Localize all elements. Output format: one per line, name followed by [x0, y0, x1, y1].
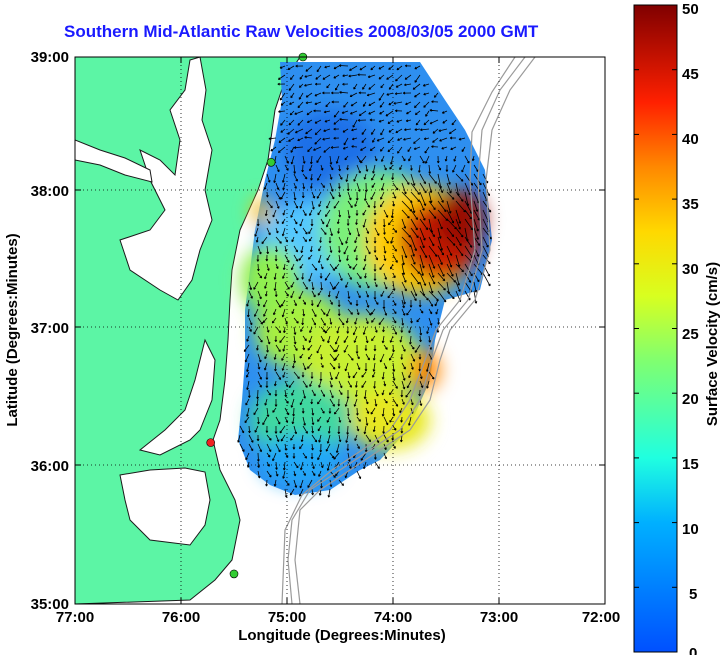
x-tick-label: 73:00: [480, 609, 518, 626]
grid-lines: [75, 57, 605, 604]
x-axis-label: Longitude (Degrees:Minutes): [238, 627, 446, 644]
colorbar-tick-label: 35: [682, 196, 699, 213]
x-tick-label: 76:00: [162, 609, 200, 626]
bathymetry-contours: [281, 57, 536, 604]
x-tick-label: 74:00: [374, 609, 412, 626]
colorbar-tick-label: 20: [682, 391, 699, 408]
pamlico-sound: [119, 467, 211, 546]
y-tick-label: 36:00: [31, 458, 69, 475]
colorbar-tick-label: 0: [689, 645, 697, 655]
radar-site-marker: [229, 569, 239, 579]
land-mass: [75, 57, 301, 604]
velocity-field: [237, 62, 492, 498]
plot-frame: [74, 56, 606, 605]
colorbar-tick-label: 5: [689, 586, 697, 603]
colorbar-tick-label: 15: [682, 456, 699, 473]
colorbar-tick-label: 40: [682, 131, 699, 148]
colorbar-tick-label: 30: [682, 261, 699, 278]
y-tick-label: 39:00: [31, 49, 69, 66]
y-tick-label: 35:00: [31, 596, 69, 613]
colorbar-gradient: [633, 4, 678, 653]
y-tick-label: 37:00: [31, 320, 69, 337]
colorbar-tick-label: 25: [682, 326, 699, 343]
chesapeake-bay: [119, 57, 213, 301]
radar-site-marker: [266, 157, 276, 167]
sound-water: [138, 338, 216, 456]
velocity-arrows: [237, 64, 492, 498]
x-tick-label: 77:00: [56, 609, 94, 626]
map-title: Southern Mid-Atlantic Raw Velocities 200…: [64, 22, 539, 41]
y-axis-label: Latitude (Degrees:Minutes): [4, 233, 21, 426]
y-tick-label: 38:00: [31, 183, 69, 200]
colorbar-label: Surface Velocity (cm/s): [704, 262, 721, 426]
x-tick-label: 75:00: [268, 609, 306, 626]
potomac-river: [75, 139, 153, 183]
colorbar-tick-label: 45: [682, 66, 699, 83]
radar-site-marker: [206, 438, 215, 447]
colorbar-tick-label: 50: [682, 4, 699, 18]
x-tick-label: 72:00: [582, 609, 620, 626]
colorbar: 50 45 40 35 30 25 20 15 10 5 0 Surface V…: [633, 4, 721, 655]
radar-sites: [206, 52, 308, 579]
colorbar-tick-label: 10: [682, 521, 699, 538]
